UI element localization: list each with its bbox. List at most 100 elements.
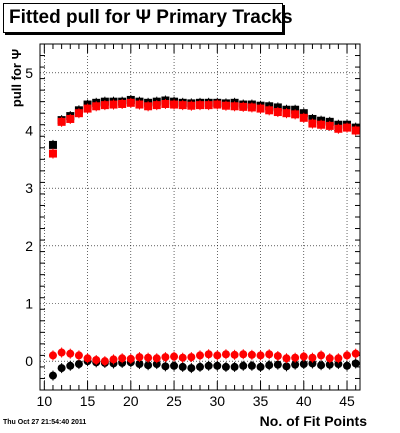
- data-point-square: [118, 99, 127, 108]
- x-tick-label: 25: [166, 393, 182, 409]
- data-point-circle: [273, 360, 282, 369]
- data-point-circle: [351, 359, 360, 368]
- data-point-square: [221, 101, 230, 110]
- y-tick-label: 3: [25, 180, 33, 196]
- data-point-square: [48, 149, 57, 158]
- data-point-square: [100, 101, 109, 110]
- data-point-square: [178, 101, 187, 110]
- data-point-circle: [256, 362, 265, 371]
- data-point-square: [66, 114, 75, 123]
- data-point-square: [83, 104, 92, 113]
- data-point-circle: [213, 351, 222, 360]
- grid: [40, 44, 360, 390]
- data-point-circle: [291, 360, 300, 369]
- data-point-square: [256, 104, 265, 113]
- data-point-circle: [343, 351, 352, 360]
- data-point-circle: [48, 351, 57, 360]
- data-point-circle: [204, 350, 213, 359]
- timestamp: Thu Oct 27 21:54:40 2011: [3, 419, 87, 426]
- data-point-square: [265, 106, 274, 115]
- data-point-circle: [221, 362, 230, 371]
- data-point-circle: [144, 353, 153, 362]
- y-tick-label: 2: [25, 238, 33, 254]
- data-point-square: [299, 113, 308, 122]
- data-point-square: [343, 123, 352, 132]
- data-point-square: [161, 99, 170, 108]
- data-point-circle: [83, 354, 92, 363]
- data-point-circle: [247, 350, 256, 359]
- data-point-square: [144, 102, 153, 111]
- data-point-circle: [170, 352, 179, 361]
- data-point-circle: [325, 354, 334, 363]
- data-point-circle: [239, 350, 248, 359]
- data-point-circle: [187, 353, 196, 362]
- data-point-square: [152, 101, 161, 110]
- data-point-square: [48, 140, 57, 149]
- data-point-circle: [118, 354, 127, 363]
- data-point-circle: [92, 356, 101, 365]
- data-point-circle: [230, 350, 239, 359]
- data-point-circle: [317, 361, 326, 370]
- data-point-square: [170, 100, 179, 109]
- data-point-circle: [144, 361, 153, 370]
- x-axis-label: No. of Fit Points: [259, 413, 367, 429]
- data-point-circle: [74, 360, 83, 369]
- data-point-circle: [66, 361, 75, 370]
- data-point-circle: [178, 353, 187, 362]
- data-point-circle: [109, 355, 118, 364]
- data-point-circle: [57, 364, 66, 373]
- data-point-circle: [282, 354, 291, 363]
- data-point-square: [317, 120, 326, 129]
- data-point-circle: [152, 354, 161, 363]
- data-point-circle: [291, 353, 300, 362]
- y-axis-label: pull for Ψ: [9, 48, 24, 108]
- data-point-square: [74, 109, 83, 118]
- data-point-square: [308, 119, 317, 128]
- data-point-circle: [135, 360, 144, 369]
- data-point-square: [325, 121, 334, 130]
- data-point-square: [239, 102, 248, 111]
- data-point-square: [273, 108, 282, 117]
- plot-frame: [39, 43, 361, 391]
- data-point-circle: [48, 371, 57, 380]
- data-point-square: [351, 126, 360, 135]
- data-point-circle: [196, 351, 204, 360]
- data-point-square: [187, 101, 196, 110]
- x-tick-label: 10: [37, 393, 53, 409]
- data-point-circle: [213, 361, 222, 370]
- data-point-circle: [170, 361, 179, 370]
- x-tick-label: 20: [123, 393, 139, 409]
- data-point-circle: [299, 360, 308, 369]
- data-point-circle: [317, 351, 326, 360]
- data-point-circle: [161, 362, 170, 371]
- axes: [39, 43, 361, 391]
- data-point-circle: [74, 351, 83, 360]
- series-3: [48, 347, 360, 367]
- data-point-circle: [135, 353, 144, 362]
- data-point-square: [196, 101, 204, 110]
- data-point-circle: [204, 361, 213, 370]
- data-point-square: [213, 100, 222, 109]
- data-point-square: [291, 110, 300, 119]
- data-point-circle: [308, 353, 317, 362]
- data-point-circle: [334, 354, 343, 363]
- data-marks: [48, 94, 360, 381]
- data-point-circle: [343, 361, 352, 370]
- data-point-circle: [152, 360, 161, 369]
- data-point-square: [126, 98, 135, 107]
- data-point-square: [204, 101, 213, 110]
- data-point-square: [334, 124, 343, 133]
- y-tick-label: 1: [25, 296, 33, 312]
- data-point-circle: [230, 362, 239, 371]
- data-point-circle: [161, 353, 170, 362]
- series-1: [48, 97, 360, 159]
- data-point-circle: [265, 350, 274, 359]
- data-point-circle: [126, 354, 135, 363]
- data-point-circle: [196, 362, 204, 371]
- y-tick-label: 0: [25, 353, 33, 369]
- x-tick-label: 30: [210, 393, 226, 409]
- data-point-square: [92, 102, 101, 111]
